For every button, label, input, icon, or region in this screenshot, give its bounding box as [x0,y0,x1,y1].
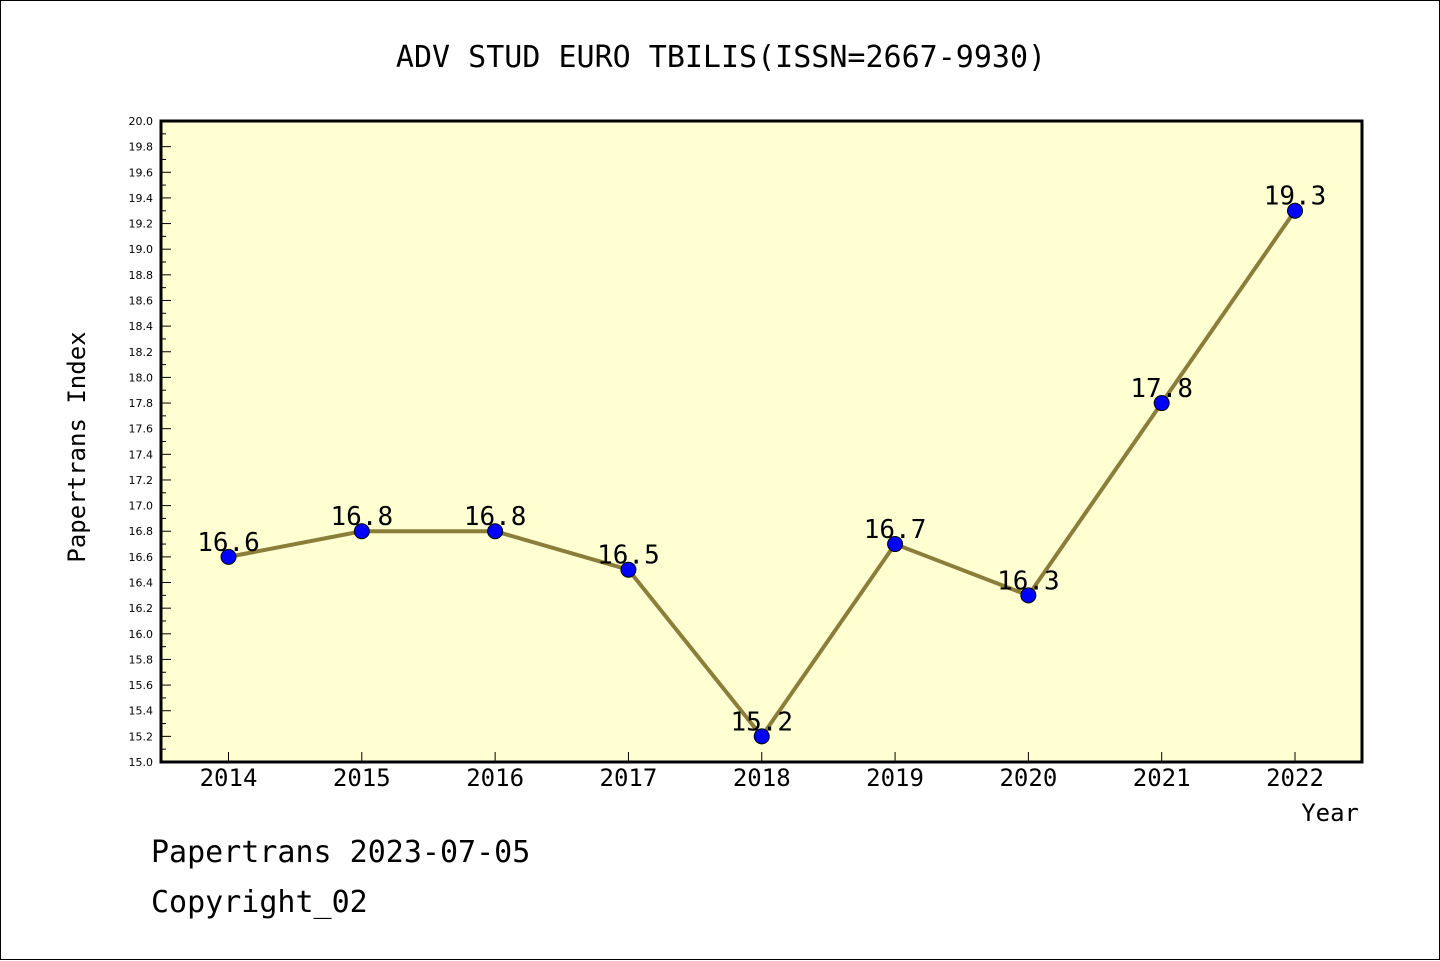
series-layer: 16.6 16.8 16.8 16.5 15.2 16.7 16.3 17.8 19.3 [197,182,1327,745]
y-tick-label: 15.4 [129,705,154,718]
y-tick-label: 18.2 [129,346,154,359]
y-tick-label: 16.8 [129,525,154,538]
x-axis-label: Year [1301,799,1359,827]
plot-border [159,119,1364,764]
x-tick-label: 2017 [600,764,658,792]
data-label: 16.8 [464,502,527,532]
x-tick-label: 2014 [200,764,258,792]
y-tick-label: 15.8 [129,653,154,666]
y-tick-label: 19.4 [129,192,154,205]
data-point [887,536,904,553]
data-label: 16.5 [597,541,660,571]
data-label: 16.3 [997,566,1060,596]
data-point [753,728,770,745]
data-point [220,548,237,565]
data-label: 15.2 [730,707,793,737]
y-tick-label: 15.0 [129,756,154,769]
y-tick-label: 17.2 [129,474,154,487]
data-point [1020,587,1037,604]
y-tick-label: 17.4 [129,448,154,461]
x-tick-label: 2020 [999,764,1057,792]
y-tick-label: 17.0 [129,500,154,513]
data-label: 16.8 [331,502,394,532]
y-tick-label: 19.0 [129,243,154,256]
y-tick-label: 16.6 [129,551,154,564]
x-tick-label: 2015 [333,764,391,792]
x-tick-label: 2022 [1266,764,1324,792]
y-tick-label: 19.6 [129,166,154,179]
footer-date-text: Papertrans 2023-07-05 [151,835,531,870]
chart-title: ADV STUD EURO TBILIS(ISSN=2667-9930) [396,40,1046,75]
y-tick-label: 18.4 [129,320,154,333]
y-tick-label: 18.8 [129,269,154,282]
y-tick-label: 16.2 [129,602,154,615]
y-tick-label: 17.6 [129,423,154,436]
x-tick-label: 2019 [866,764,924,792]
data-point [1153,395,1170,412]
y-tick-label: 16.0 [129,628,154,641]
data-label: 16.7 [864,515,927,545]
y-tick-label: 18.6 [129,294,154,307]
x-tick-label: 2018 [733,764,791,792]
y-tick-label: 18.0 [129,371,154,384]
y-axis-label: Papertrans Index [63,331,91,562]
footer-copyright-text: Copyright_02 [151,885,368,920]
y-tick-label: 17.8 [129,397,154,410]
data-point [487,523,504,540]
x-tick-label: 2016 [466,764,524,792]
plot-area [161,121,1362,762]
data-label: 17.8 [1130,374,1193,404]
y-tick-label: 15.2 [129,730,154,743]
data-label: 16.6 [197,528,260,558]
x-axis: 2014 2015 2016 2017 2018 2019 2020 2021 2022 [200,752,1324,792]
y-tick-label: 16.4 [129,577,154,590]
data-point [620,561,637,578]
y-tick-label: 19.2 [129,218,154,231]
y-axis: 15.0 15.2 15.4 15.6 15.8 16.0 16.2 16.4 16.6 16.8… [129,115,171,769]
data-point [1287,202,1303,219]
x-tick-label: 2021 [1133,764,1191,792]
data-point [353,523,370,540]
y-tick-label: 19.8 [129,141,154,154]
y-tick-label: 20.0 [129,115,154,128]
data-label: 19.3 [1264,182,1327,212]
y-tick-label: 15.6 [129,679,154,692]
